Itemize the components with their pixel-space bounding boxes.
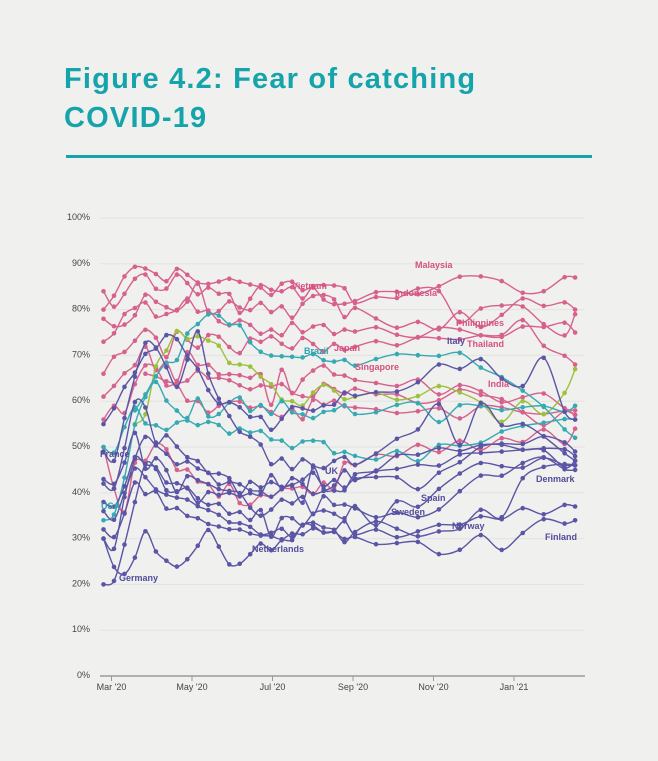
svg-text:50%: 50% — [72, 441, 90, 451]
svg-text:USA: USA — [101, 501, 121, 511]
svg-text:Nov '20: Nov '20 — [418, 682, 448, 692]
svg-text:70%: 70% — [72, 349, 90, 359]
svg-text:Indonesia: Indonesia — [395, 288, 438, 298]
svg-text:France: France — [100, 449, 130, 459]
svg-text:Norway: Norway — [452, 521, 485, 531]
svg-text:Brazil: Brazil — [304, 346, 329, 356]
svg-text:40%: 40% — [72, 487, 90, 497]
svg-text:Spain: Spain — [421, 493, 446, 503]
svg-text:Philippines: Philippines — [456, 318, 504, 328]
svg-text:Mar '20: Mar '20 — [97, 682, 127, 692]
svg-text:India: India — [488, 379, 510, 389]
svg-text:Jul '20: Jul '20 — [260, 682, 286, 692]
svg-text:90%: 90% — [72, 258, 90, 268]
svg-text:80%: 80% — [72, 304, 90, 314]
svg-text:30%: 30% — [72, 533, 90, 543]
svg-text:May '20: May '20 — [176, 682, 207, 692]
svg-text:100%: 100% — [67, 212, 90, 222]
svg-text:20%: 20% — [72, 578, 90, 588]
svg-text:UK: UK — [325, 466, 338, 476]
svg-text:Singapore: Singapore — [355, 362, 399, 372]
svg-text:Thailand: Thailand — [467, 339, 504, 349]
svg-text:0%: 0% — [77, 670, 90, 680]
svg-text:Denmark: Denmark — [536, 474, 576, 484]
svg-text:Italy: Italy — [447, 336, 465, 346]
svg-text:60%: 60% — [72, 395, 90, 405]
svg-text:Jan '21: Jan '21 — [500, 682, 529, 692]
svg-text:Finland: Finland — [545, 532, 577, 542]
svg-text:Sep '20: Sep '20 — [338, 682, 368, 692]
svg-text:Sweden: Sweden — [391, 507, 425, 517]
svg-text:Vietnam: Vietnam — [292, 281, 327, 291]
svg-text:Netherlands: Netherlands — [252, 544, 304, 554]
svg-text:10%: 10% — [72, 624, 90, 634]
svg-text:Germany: Germany — [119, 573, 158, 583]
svg-text:Japan: Japan — [334, 343, 360, 353]
svg-text:Malaysia: Malaysia — [415, 260, 454, 270]
